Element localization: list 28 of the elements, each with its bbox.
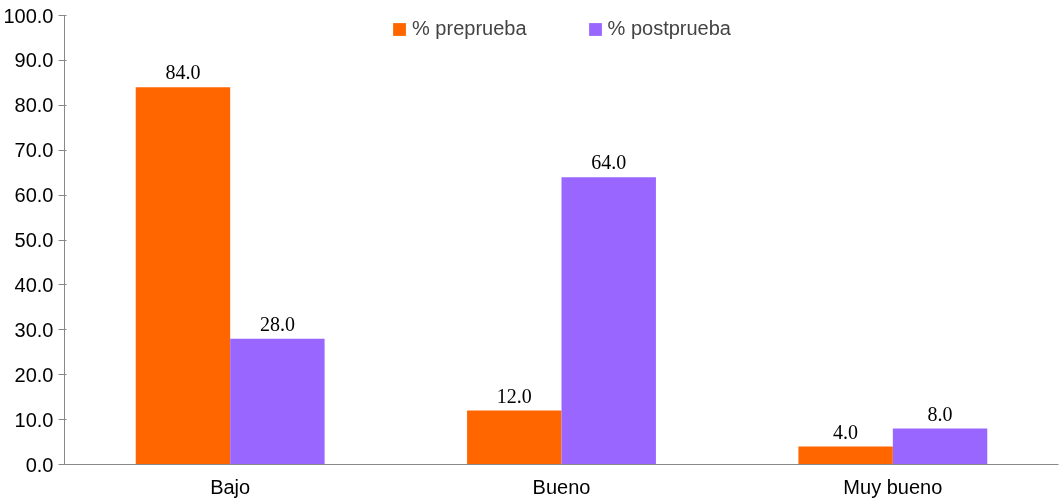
- bar: [798, 446, 893, 465]
- y-tick-label: 50.0: [14, 229, 54, 251]
- y-tick-label: 100.0: [3, 4, 54, 27]
- x-tick-label: Muy bueno: [843, 475, 943, 498]
- y-tick-label: 30.0: [14, 318, 54, 341]
- y-tick-label: 60.0: [14, 184, 54, 207]
- x-tick-label: Bajo: [210, 475, 251, 498]
- data-label: 8.0: [927, 402, 953, 425]
- data-label: 28.0: [259, 312, 295, 335]
- bar: [467, 410, 562, 465]
- y-tick-label: 70.0: [14, 139, 54, 162]
- y-tick-label: 0.0: [25, 453, 54, 476]
- y-tick-label: 90.0: [14, 49, 54, 72]
- y-tick-label: 20.0: [14, 363, 54, 386]
- data-label: 4.0: [833, 420, 859, 443]
- legend-label: % postprueba: [607, 17, 731, 40]
- bar: [561, 177, 656, 465]
- bar: [230, 338, 325, 465]
- data-label: 12.0: [496, 384, 532, 407]
- bar: [892, 428, 988, 465]
- data-label: 64.0: [591, 151, 627, 174]
- y-tick-label: 10.0: [14, 408, 54, 431]
- bar: [135, 87, 231, 465]
- x-tick-label: Bueno: [532, 475, 591, 498]
- y-tick-label: 40.0: [14, 273, 54, 296]
- legend-label: % preprueba: [412, 17, 527, 40]
- data-label: 84.0: [165, 61, 201, 84]
- y-tick-label: 80.0: [14, 94, 54, 117]
